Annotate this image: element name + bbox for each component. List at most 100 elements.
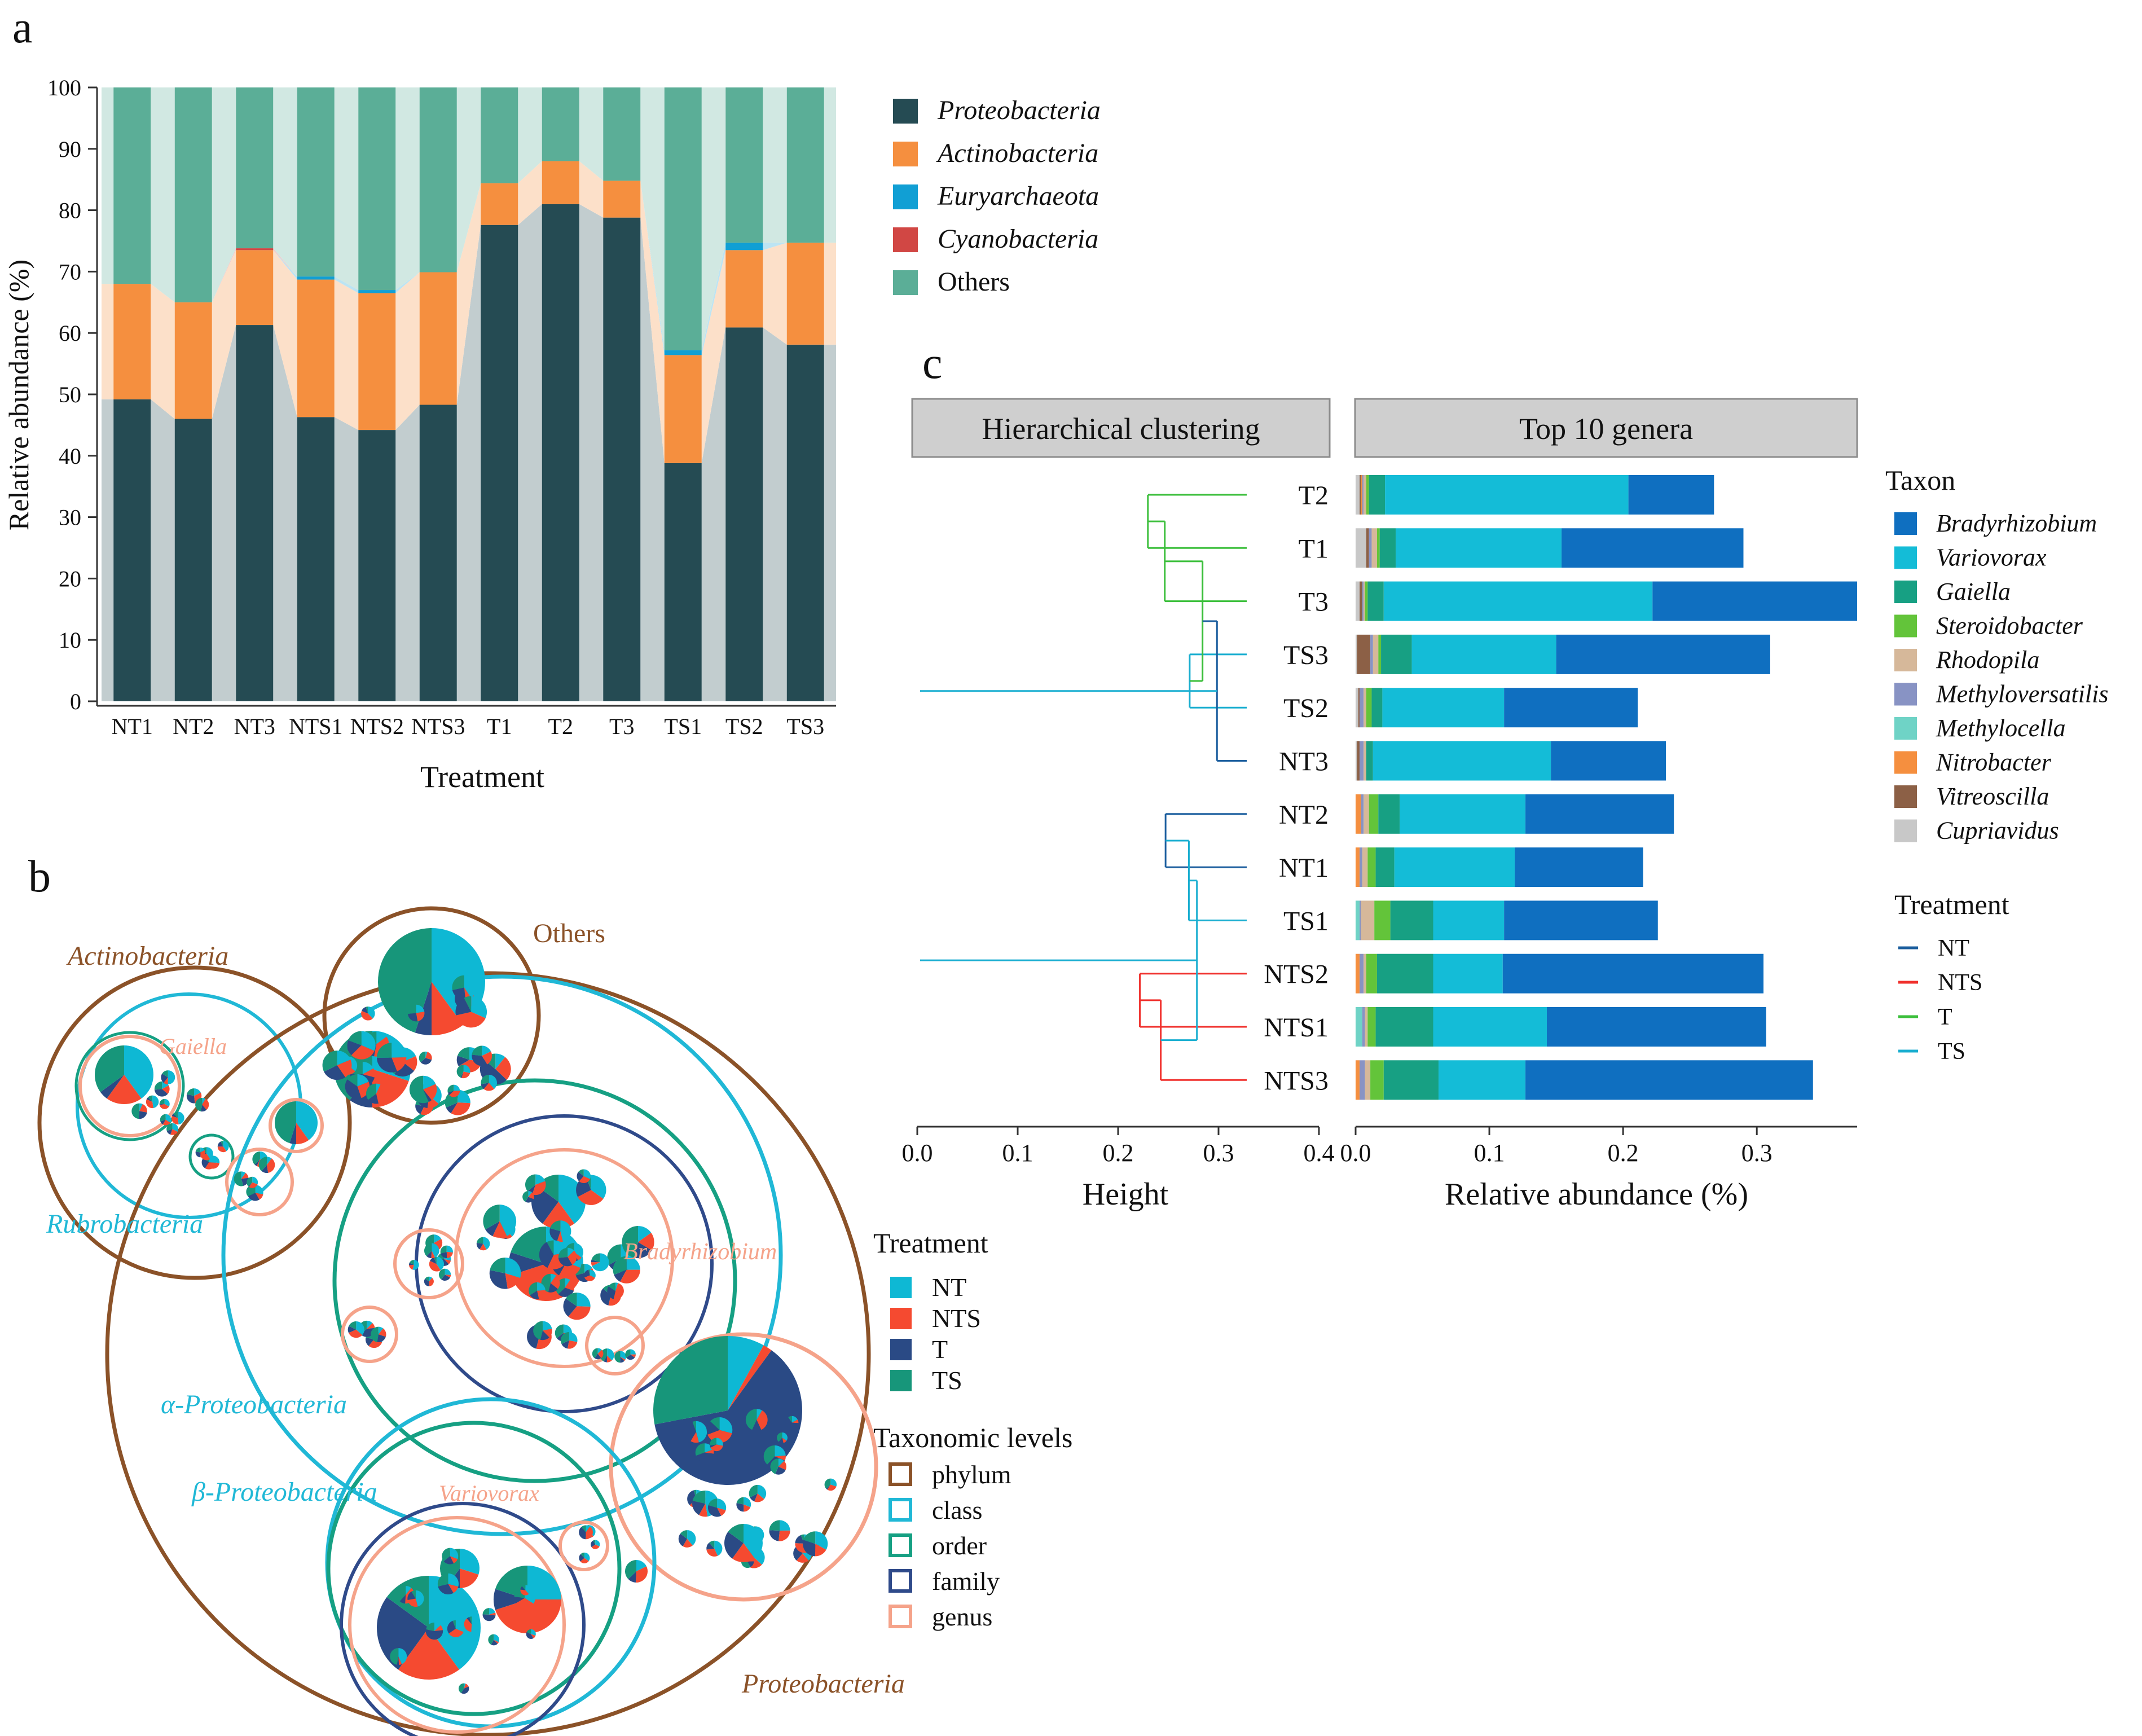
pie-node: [322, 1051, 352, 1080]
genus-circle: [558, 1520, 609, 1571]
pie-slice: [630, 1349, 636, 1355]
bar-nt3-gaiella: [1366, 741, 1373, 781]
pie-node: [736, 1497, 751, 1512]
y-tick-label: 50: [59, 382, 81, 407]
pie-slice: [558, 1257, 573, 1267]
family-circle: [340, 1502, 586, 1736]
pie-slice: [248, 1182, 253, 1187]
pie-slice: [202, 1098, 209, 1110]
pie-slice: [200, 1148, 205, 1153]
pie-slice: [337, 1051, 351, 1066]
pie-slice: [392, 1057, 407, 1071]
pie-slice: [454, 1084, 460, 1091]
area-connector-euryarchaeota: [273, 250, 297, 280]
pie-slice: [448, 1628, 464, 1637]
pie-slice: [710, 1444, 723, 1452]
legend-title-treatment: Treatment: [1894, 889, 2009, 920]
bar-ts2-bradyrhizobium: [1504, 688, 1638, 728]
pie-slice: [532, 1181, 546, 1196]
y-tick-label: 80: [59, 198, 81, 223]
pie-slice: [565, 1293, 577, 1307]
pie-node: [577, 1169, 591, 1184]
pie-node: [489, 1257, 521, 1289]
pie-slice: [107, 1075, 142, 1105]
pie-node: [445, 1089, 470, 1115]
pie-slice: [653, 1336, 728, 1425]
pie-slice: [492, 1221, 507, 1238]
legend-label-phylum: phylum: [932, 1460, 1011, 1489]
legend-label-proteobacteria: Proteobacteria: [937, 95, 1101, 125]
bar-ts1-variovorax: [1433, 900, 1505, 940]
pie-slice: [446, 1245, 453, 1253]
area-connector-actinobacteria: [640, 181, 665, 463]
pie-slice: [505, 1273, 521, 1289]
pie-slice: [514, 1596, 525, 1603]
bar-nt2-actinobacteria: [174, 302, 212, 419]
bar-nts3-gaiella: [1383, 1060, 1439, 1100]
pie-slice: [411, 1590, 416, 1599]
pie-slice: [578, 1190, 604, 1205]
bar-t2-rhodopila: [1364, 475, 1366, 515]
pie-slice: [361, 1010, 373, 1021]
pie-slice: [558, 1247, 568, 1258]
label-variovorax: Variovorax: [439, 1480, 539, 1506]
pie-slice: [638, 1232, 654, 1251]
pie-slice: [717, 1498, 727, 1510]
pie-node: [622, 1225, 654, 1259]
area-connector-euryarchaeota: [640, 181, 665, 355]
pie-slice: [530, 1290, 539, 1299]
pie-slice: [481, 1074, 489, 1084]
pie-slice: [756, 1410, 768, 1430]
pie-slice: [607, 1286, 616, 1299]
pie-slice: [626, 1354, 635, 1360]
pie-slice: [542, 1329, 552, 1338]
pie-slice: [469, 1616, 472, 1624]
pie-node: [745, 1409, 768, 1431]
pie-slice: [795, 1535, 804, 1544]
order-circle: [332, 1078, 737, 1483]
x-tick-label: TS2: [725, 714, 763, 739]
pie-node: [533, 1321, 552, 1341]
x-tick-label: 0.3: [1741, 1139, 1772, 1167]
pie-slice: [708, 1498, 718, 1508]
pie-node: [348, 1321, 364, 1338]
pie-slice: [412, 1260, 419, 1270]
pie-slice: [162, 1070, 168, 1078]
pie-slice: [591, 1175, 606, 1199]
pie-slice: [620, 1356, 626, 1361]
pie-slice: [164, 1077, 168, 1084]
pie-slice: [464, 975, 477, 998]
order-circle: [326, 1421, 622, 1716]
legend-label-nts: NTS: [1938, 970, 1982, 996]
legend-swatch-nts: [890, 1308, 912, 1329]
area-connector-actinobacteria: [763, 243, 787, 345]
pie-slice: [447, 1084, 454, 1093]
pie-slice: [409, 1260, 414, 1265]
pie-slice: [223, 1141, 229, 1152]
pie-node: [625, 1560, 648, 1583]
pie-slice: [399, 1594, 406, 1604]
pie-slice: [472, 1045, 482, 1056]
pie-slice: [719, 1417, 733, 1434]
bar-nt3-variovorax: [1373, 741, 1551, 781]
bar-nt1-variovorax: [1394, 847, 1515, 887]
pie-slice: [425, 1276, 429, 1282]
bar-nt2-others: [174, 87, 212, 302]
pie-slice: [376, 1083, 381, 1094]
bar-t2-vitreoscilla: [1360, 475, 1361, 515]
pie-slice: [476, 1242, 483, 1250]
pie-slice: [437, 1573, 448, 1586]
legend-swatch-actinobacteria: [893, 142, 918, 166]
pie-slice: [736, 1502, 744, 1512]
pie-slice: [402, 1056, 417, 1071]
pie-slice: [577, 1171, 584, 1181]
pie-slice: [705, 1443, 714, 1453]
pie-slice: [785, 1417, 799, 1430]
pie-slice: [195, 1097, 203, 1111]
pie-slice: [625, 1560, 636, 1579]
bar-nts1-bradyrhizobium: [1547, 1007, 1766, 1047]
sample-label: T3: [1299, 587, 1329, 617]
pie-slice: [574, 1243, 584, 1258]
pie-slice: [471, 1616, 480, 1632]
